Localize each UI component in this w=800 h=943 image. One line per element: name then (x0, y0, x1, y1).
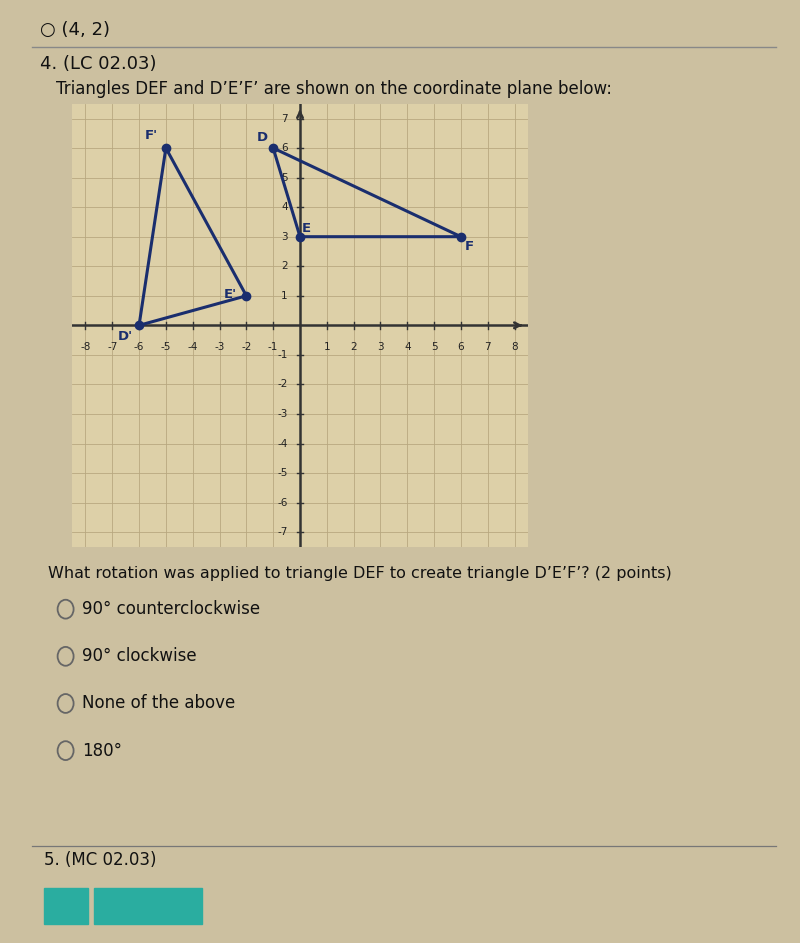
Text: 2: 2 (282, 261, 288, 272)
Text: 90° clockwise: 90° clockwise (82, 647, 197, 666)
Text: -1: -1 (268, 341, 278, 352)
Text: 4: 4 (404, 341, 410, 352)
Text: -7: -7 (107, 341, 118, 352)
Text: -5: -5 (161, 341, 171, 352)
Text: 180°: 180° (82, 741, 122, 760)
Text: 90° counterclockwise: 90° counterclockwise (82, 600, 261, 619)
Text: -3: -3 (278, 409, 288, 419)
Text: -3: -3 (214, 341, 225, 352)
Text: -2: -2 (278, 379, 288, 389)
Text: 5. (MC 02.03): 5. (MC 02.03) (44, 851, 157, 869)
Text: ○ (4, 2): ○ (4, 2) (40, 21, 110, 39)
Text: 8: 8 (511, 341, 518, 352)
Text: 1: 1 (323, 341, 330, 352)
Text: 1: 1 (282, 290, 288, 301)
Text: E': E' (224, 288, 237, 301)
Text: -2: -2 (241, 341, 251, 352)
Text: D: D (257, 131, 268, 143)
Text: 3: 3 (282, 232, 288, 241)
Text: 3: 3 (377, 341, 384, 352)
Text: E: E (302, 223, 311, 235)
Text: 4: 4 (282, 202, 288, 212)
Text: -6: -6 (278, 498, 288, 507)
Text: Triangles DEF and D’E’F’ are shown on the coordinate plane below:: Triangles DEF and D’E’F’ are shown on th… (56, 80, 612, 98)
Text: -1: -1 (278, 350, 288, 360)
Text: -4: -4 (187, 341, 198, 352)
Text: -4: -4 (278, 438, 288, 449)
Text: F: F (465, 240, 474, 253)
Text: 5: 5 (282, 173, 288, 183)
Text: What rotation was applied to triangle DEF to create triangle D’E’F’? (2 points): What rotation was applied to triangle DE… (48, 566, 672, 581)
Bar (94, 888, 202, 924)
Text: None of the above: None of the above (82, 694, 236, 713)
Text: 5: 5 (431, 341, 438, 352)
Text: 4. (LC 02.03): 4. (LC 02.03) (40, 55, 157, 73)
Text: 2: 2 (350, 341, 357, 352)
Bar (44, 888, 88, 924)
Text: 7: 7 (282, 113, 288, 124)
Text: F': F' (145, 129, 158, 142)
Text: -6: -6 (134, 341, 144, 352)
Text: -7: -7 (278, 527, 288, 538)
Text: -8: -8 (80, 341, 90, 352)
Text: -5: -5 (278, 468, 288, 478)
Text: D': D' (118, 330, 134, 342)
Text: 6: 6 (458, 341, 464, 352)
Text: 6: 6 (282, 143, 288, 153)
Text: 7: 7 (485, 341, 491, 352)
